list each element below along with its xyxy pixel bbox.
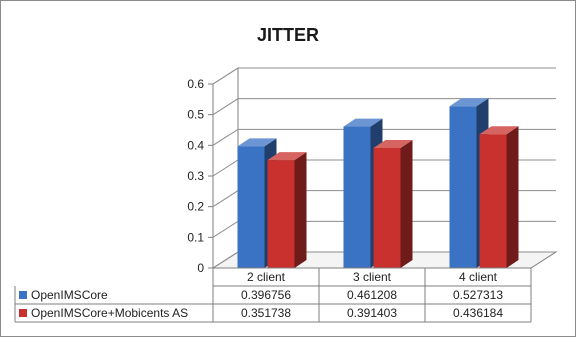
bar bbox=[267, 152, 307, 268]
y-tick-label: 0.5 bbox=[187, 108, 204, 122]
bar-top bbox=[449, 98, 489, 107]
gridline bbox=[212, 67, 556, 85]
y-tick-label: 0.3 bbox=[187, 169, 204, 183]
data-table-value: 0.461208 bbox=[347, 288, 397, 302]
bar-front bbox=[373, 147, 401, 268]
bar-top bbox=[373, 139, 413, 148]
bar-front bbox=[449, 106, 477, 268]
y-tick-label: 0.4 bbox=[187, 138, 204, 152]
bar-front bbox=[343, 126, 371, 268]
data-table-value: 0.391403 bbox=[347, 306, 397, 320]
bar-side bbox=[400, 139, 413, 268]
data-table-value: 0.396756 bbox=[241, 288, 291, 302]
bar-side bbox=[506, 126, 519, 268]
bar-front bbox=[237, 146, 265, 268]
y-tick-label: 0 bbox=[197, 261, 204, 275]
bar-front bbox=[267, 160, 295, 268]
data-table-value: 0.436184 bbox=[453, 306, 503, 320]
y-tick-label: 0.2 bbox=[187, 200, 204, 214]
y-tick-label: 0.1 bbox=[187, 230, 204, 244]
legend-series-name: OpenIMSCore+Mobicents AS bbox=[31, 306, 188, 320]
x-category-label: 2 client bbox=[247, 270, 286, 284]
bar bbox=[373, 139, 413, 268]
data-table-value: 0.351738 bbox=[241, 306, 291, 320]
bar-top bbox=[479, 126, 519, 135]
bar-front bbox=[479, 134, 507, 268]
bar-top bbox=[343, 118, 383, 127]
bar bbox=[479, 126, 519, 268]
chart-title: JITTER bbox=[257, 25, 319, 45]
data-table-value: 0.527313 bbox=[453, 288, 503, 302]
bar-top bbox=[237, 138, 277, 147]
gridline bbox=[212, 98, 556, 116]
x-category-label: 3 client bbox=[353, 270, 392, 284]
y-tick-label: 0.6 bbox=[187, 77, 204, 91]
legend-swatch bbox=[19, 309, 27, 317]
data-table: 2 client 3 client 4 client OpenIMSCore 0.396… bbox=[14, 267, 532, 323]
bar-side bbox=[294, 152, 307, 268]
legend-series-name: OpenIMSCore bbox=[31, 288, 108, 302]
bars bbox=[237, 98, 519, 268]
y-axis-ticks: 0 0.1 0.2 0.3 0.4 0.5 0.6 bbox=[187, 77, 213, 275]
x-category-label: 4 client bbox=[459, 270, 498, 284]
bar-top bbox=[267, 152, 307, 161]
legend-swatch bbox=[19, 291, 27, 299]
